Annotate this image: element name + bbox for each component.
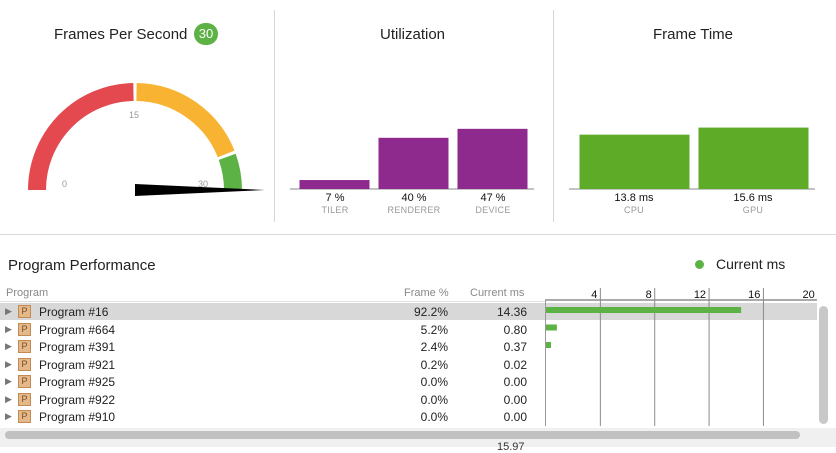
program-bar: [546, 342, 552, 348]
device-value: 47 %: [480, 192, 506, 204]
utilization-chart: [290, 128, 534, 190]
legend-label: Current ms: [716, 256, 786, 272]
column-header-current-ms[interactable]: Current ms: [470, 287, 525, 299]
panel-divider: [553, 10, 554, 222]
tiler-value: 7 %: [325, 192, 345, 204]
program-icon: P: [18, 357, 31, 371]
table-row[interactable]: ▶ P Program #921 0.2% 0.02: [0, 356, 545, 373]
program-bar: [546, 324, 557, 331]
program-name: Program #922: [39, 392, 116, 407]
program-name: Program #16: [39, 305, 109, 319]
table-row[interactable]: ▶ P Program #910 0.0% 0.00: [0, 408, 545, 425]
column-header-frame-pct[interactable]: Frame %: [404, 287, 449, 299]
gpu-value: 15.6 ms: [733, 192, 773, 204]
program-icon: P: [18, 410, 31, 423]
horizontal-scrollbar[interactable]: [5, 431, 800, 439]
program-name: Program #664: [39, 322, 116, 337]
program-name: Program #391: [39, 340, 116, 354]
axis-tick-8: 8: [646, 289, 652, 301]
disclosure-triangle-icon[interactable]: ▶: [5, 323, 12, 334]
disclosure-triangle-icon[interactable]: ▶: [5, 341, 12, 351]
table-row[interactable]: ▶ P Program #922 0.0% 0.00: [0, 391, 545, 408]
metrics-header: Frames Per Second 30 0 15 30 Utilization…: [28, 10, 815, 222]
frame-percent: 2.4%: [420, 340, 448, 354]
frame-time-chart: [569, 127, 815, 190]
program-icon: P: [18, 340, 31, 353]
gauge-segment-mid: [136, 83, 235, 158]
table-row[interactable]: ▶ P Program #925 0.0% 0.00: [0, 373, 545, 390]
panel-divider: [274, 10, 275, 222]
frame-percent: 5.2%: [420, 322, 448, 337]
current-ms: 0.37: [503, 340, 527, 354]
table-row[interactable]: ▶ P Program #664 5.2% 0.80: [0, 321, 545, 338]
disclosure-triangle-icon[interactable]: ▶: [5, 393, 12, 404]
gauge-needle: [135, 184, 265, 196]
program-icon: P: [18, 305, 31, 318]
disclosure-triangle-icon[interactable]: ▶: [5, 306, 12, 316]
fps-gauge: [28, 83, 265, 196]
device-caption: DEVICE: [475, 205, 511, 215]
program-icon: P: [18, 375, 31, 388]
section-divider: [0, 234, 836, 235]
gauge-segment-low: [28, 83, 134, 191]
renderer-value: 40 %: [401, 192, 427, 204]
vertical-scrollbar[interactable]: [819, 306, 828, 424]
cpu-value: 13.8 ms: [614, 192, 654, 204]
disclosure-triangle-icon[interactable]: ▶: [5, 358, 12, 369]
disclosure-triangle-icon[interactable]: ▶: [5, 376, 12, 386]
utilization-bar-device: [457, 128, 528, 189]
gauge-segment-high: [218, 153, 242, 191]
frame-percent: 0.0%: [420, 375, 448, 389]
fps-badge: 30: [194, 23, 218, 45]
frame-percent: 0.0%: [420, 410, 448, 424]
utilization-bar-renderer: [378, 137, 449, 189]
axis-tick-20: 20: [803, 289, 815, 301]
table-row[interactable]: ▶ P Program #391 2.4% 0.37: [0, 338, 545, 355]
current-ms: 0.02: [503, 357, 527, 372]
gauge-tick-0: 0: [62, 179, 68, 189]
frame-percent: 0.0%: [420, 392, 448, 407]
program-bar: [546, 307, 742, 313]
current-ms: 0.00: [503, 410, 527, 424]
current-ms: 0.80: [503, 322, 527, 337]
program-name: Program #921: [39, 357, 116, 372]
program-icon: P: [18, 392, 31, 406]
frame-percent: 0.2%: [420, 357, 448, 372]
program-name: Program #925: [39, 375, 116, 389]
gauge-tick-30: 30: [198, 179, 209, 189]
legend-dot: [695, 260, 704, 269]
current-ms: 14.36: [496, 305, 527, 319]
frame-time-title: Frame Time: [653, 26, 734, 43]
utilization-title: Utilization: [380, 26, 446, 43]
disclosure-triangle-icon[interactable]: ▶: [5, 411, 12, 421]
gauge-tick-15: 15: [129, 110, 140, 120]
current-ms: 0.00: [503, 375, 527, 389]
axis-tick-12: 12: [694, 289, 706, 301]
program-icon: P: [18, 322, 31, 336]
cpu-caption: CPU: [624, 205, 644, 215]
partial-value: 15.97: [497, 441, 525, 453]
program-time-chart: 481216202428: [545, 288, 817, 426]
fps-title: Frames Per Second: [54, 26, 188, 43]
axis-tick-16: 16: [748, 289, 760, 301]
column-header-program[interactable]: Program: [6, 287, 49, 299]
header-divider: [0, 301, 545, 302]
utilization-bar-tiler: [299, 180, 370, 189]
table-row[interactable]: ▶ P Program #16 92.2% 14.36: [0, 303, 545, 320]
current-ms: 0.00: [503, 392, 527, 407]
frame-time-bar-cpu: [579, 134, 690, 189]
frame-percent: 92.2%: [413, 305, 448, 319]
gpu-caption: GPU: [742, 205, 764, 215]
frame-time-bar-gpu: [698, 127, 809, 189]
axis-tick-4: 4: [591, 289, 597, 301]
program-name: Program #910: [39, 410, 116, 424]
renderer-caption: RENDERER: [387, 205, 441, 215]
tiler-caption: TILER: [321, 205, 349, 215]
program-performance-title: Program Performance: [8, 257, 156, 274]
